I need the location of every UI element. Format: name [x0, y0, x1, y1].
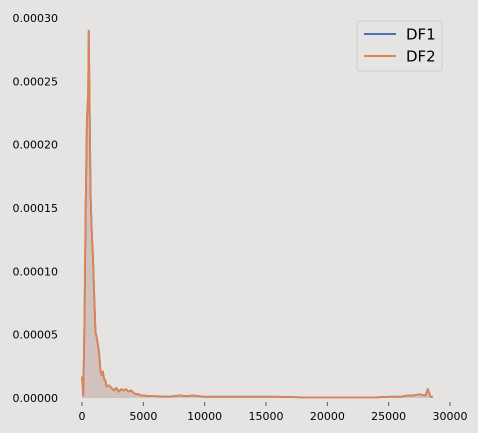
series-area-df2 — [82, 30, 433, 398]
x-tick-label: 20000 — [310, 410, 345, 423]
x-tick-label: 0 — [79, 410, 86, 423]
legend-label-df2: DF2 — [406, 48, 436, 66]
y-tick-label: 0.00000 — [13, 392, 59, 405]
plot-area — [81, 29, 433, 399]
y-axis: 0.00000 0.00005 0.00010 0.00015 0.00020 0.000… — [13, 12, 59, 405]
y-tick-label: 0.00025 — [13, 75, 59, 88]
x-tick-label: 15000 — [249, 410, 284, 423]
y-tick-label: 0.00020 — [13, 139, 59, 152]
x-tick-label: 25000 — [371, 410, 406, 423]
legend: DF1 DF2 — [356, 20, 443, 72]
x-tick-label: 10000 — [187, 410, 222, 423]
x-axis: 0 5000 10000 15000 20000 25000 30000 — [79, 402, 468, 423]
series-line-df2 — [81, 29, 433, 399]
x-tick-label: 5000 — [129, 410, 157, 423]
series-line-df1 — [81, 29, 433, 399]
y-tick-label: 0.00005 — [13, 329, 59, 342]
series-area-df1 — [82, 30, 433, 398]
y-tick-label: 0.00010 — [13, 265, 59, 278]
y-tick-label: 0.00015 — [13, 202, 59, 215]
y-tick-label: 0.00030 — [13, 12, 59, 25]
legend-label-df1: DF1 — [406, 26, 436, 44]
x-tick-label: 30000 — [433, 410, 468, 423]
